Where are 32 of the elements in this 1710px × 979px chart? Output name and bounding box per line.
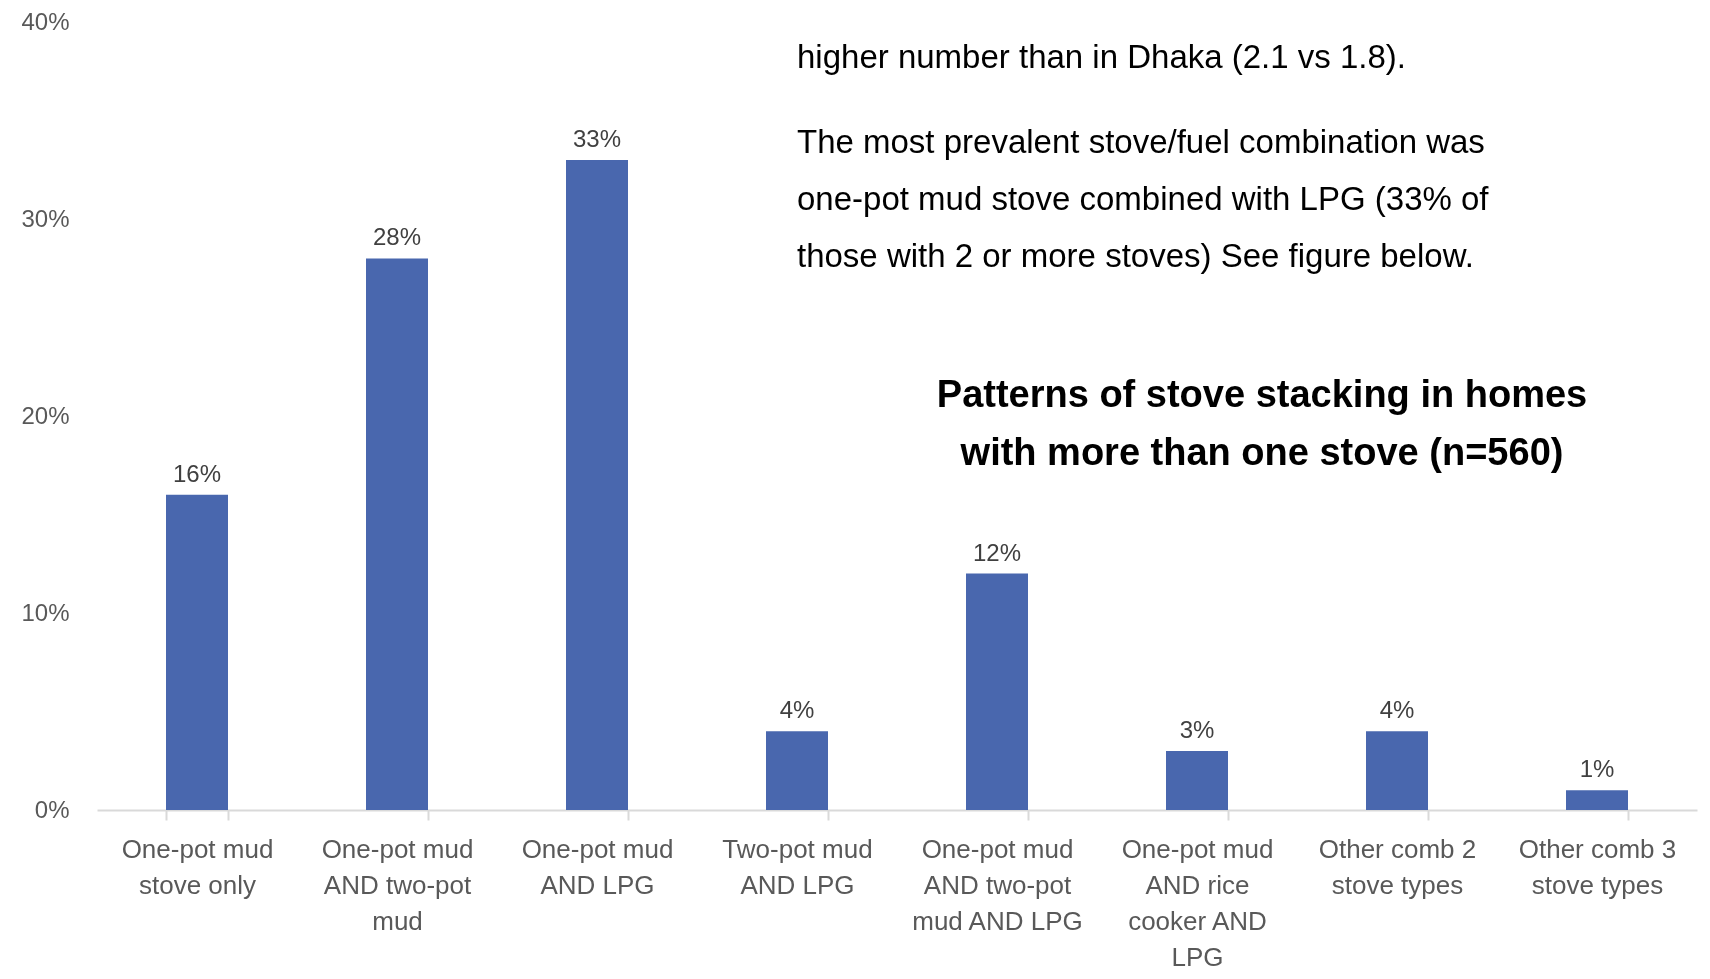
x-tick-label: One-pot mud stove only [121, 833, 274, 900]
bar [366, 258, 428, 810]
annotation: higher number than in Dhaka (2.1 vs 1.8). [797, 38, 1407, 75]
x-tick-label: One-pot mud AND LPG [521, 833, 674, 900]
x-tick-label: One-pot mud AND rice cooker AND LPG [1121, 833, 1274, 972]
x-tick-label: Other comb 3 stove types [1518, 833, 1677, 900]
data-label: 12% [972, 538, 1022, 566]
bar [966, 573, 1028, 810]
bar [566, 159, 628, 810]
x-tick-label: One-pot mud AND two-pot mud AND LPG [912, 833, 1083, 936]
data-label: 4% [1379, 696, 1415, 724]
bar [1166, 750, 1228, 810]
y-tick-label: 30% [21, 204, 70, 232]
y-tick-label: 20% [21, 401, 70, 429]
data-label: 16% [172, 459, 222, 487]
x-tick-label: Other comb 2 stove types [1318, 833, 1477, 900]
text: Patterns of stove stacking in homes with more than one stove (n=560) [936, 373, 1588, 473]
x-tick-label: Two-pot mud AND LPG [722, 833, 873, 900]
bar [1566, 790, 1628, 810]
annotation: The most prevalent stove/fuel combination was one-pot mud stove combined with LPG (33% of those with 2 or more stoves) See figure below. [797, 123, 1490, 274]
bar [766, 731, 828, 810]
data-label: 28% [372, 223, 422, 251]
data-label: 4% [779, 696, 815, 724]
data-label: 1% [1579, 755, 1615, 783]
y-tick-label: 10% [21, 598, 70, 626]
bar [1366, 731, 1428, 810]
data-label: 3% [1179, 715, 1215, 743]
data-label: 33% [572, 124, 622, 152]
x-tick-label: One-pot mud AND two-pot mud [321, 833, 474, 936]
bar [166, 494, 228, 810]
y-tick-label: 40% [21, 7, 70, 35]
y-tick-label: 0% [34, 795, 70, 823]
